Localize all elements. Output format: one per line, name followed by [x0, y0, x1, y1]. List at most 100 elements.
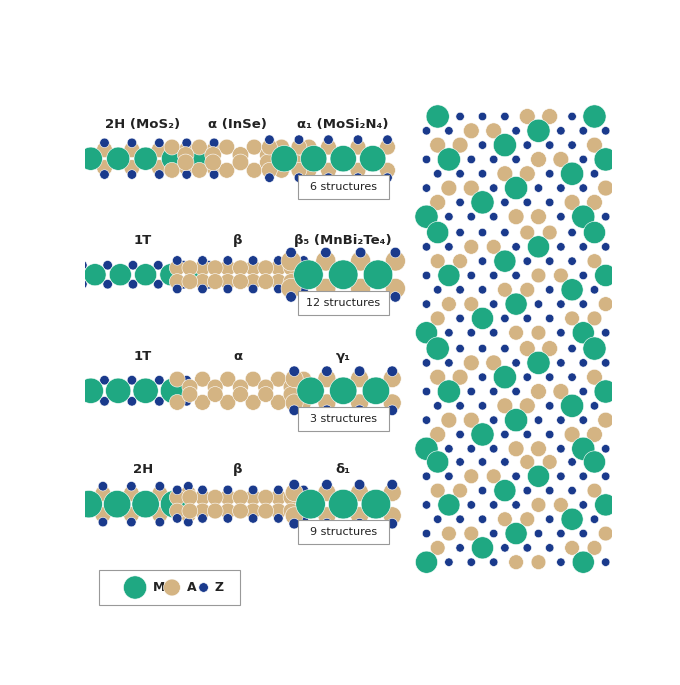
- Circle shape: [534, 184, 543, 192]
- Circle shape: [387, 405, 398, 416]
- Circle shape: [246, 162, 262, 178]
- Circle shape: [296, 260, 311, 276]
- Circle shape: [194, 260, 210, 276]
- Circle shape: [530, 384, 547, 399]
- Circle shape: [160, 490, 188, 518]
- Circle shape: [271, 274, 286, 290]
- Circle shape: [415, 322, 437, 344]
- Circle shape: [179, 160, 194, 175]
- Circle shape: [283, 503, 299, 519]
- Circle shape: [124, 160, 140, 175]
- Circle shape: [557, 359, 565, 367]
- Circle shape: [127, 170, 137, 179]
- Circle shape: [383, 135, 392, 145]
- Circle shape: [561, 508, 583, 530]
- Circle shape: [453, 483, 467, 498]
- Text: Z: Z: [215, 581, 224, 594]
- Circle shape: [387, 479, 398, 490]
- Circle shape: [169, 260, 185, 276]
- Circle shape: [351, 251, 371, 271]
- Circle shape: [322, 366, 332, 377]
- Circle shape: [572, 322, 594, 344]
- Circle shape: [553, 151, 568, 167]
- Circle shape: [498, 282, 512, 297]
- Circle shape: [67, 486, 82, 501]
- Circle shape: [512, 501, 520, 509]
- Circle shape: [384, 484, 401, 501]
- Circle shape: [204, 260, 214, 270]
- Circle shape: [258, 379, 273, 395]
- Circle shape: [598, 526, 613, 541]
- Circle shape: [564, 540, 579, 556]
- Circle shape: [579, 501, 588, 509]
- Circle shape: [262, 162, 277, 178]
- Circle shape: [360, 145, 386, 172]
- Circle shape: [579, 416, 588, 425]
- Text: β: β: [233, 234, 243, 247]
- Circle shape: [294, 260, 323, 290]
- Circle shape: [205, 147, 222, 163]
- FancyBboxPatch shape: [99, 569, 240, 606]
- Circle shape: [299, 485, 309, 495]
- Circle shape: [528, 465, 549, 487]
- FancyBboxPatch shape: [298, 520, 389, 545]
- Circle shape: [384, 370, 401, 388]
- Circle shape: [198, 485, 207, 495]
- Circle shape: [273, 284, 283, 294]
- Circle shape: [286, 394, 303, 412]
- Circle shape: [520, 340, 535, 356]
- Text: 12 structures: 12 structures: [306, 298, 380, 308]
- Circle shape: [155, 517, 165, 527]
- Circle shape: [258, 489, 273, 506]
- Circle shape: [500, 544, 509, 552]
- Circle shape: [464, 469, 479, 484]
- Circle shape: [478, 286, 487, 294]
- Circle shape: [527, 119, 550, 142]
- Circle shape: [452, 137, 468, 153]
- Circle shape: [590, 169, 598, 178]
- Circle shape: [452, 369, 468, 385]
- Circle shape: [354, 366, 365, 377]
- Circle shape: [433, 286, 442, 294]
- Circle shape: [579, 184, 588, 192]
- Circle shape: [467, 155, 475, 164]
- Circle shape: [182, 489, 198, 506]
- Circle shape: [441, 297, 456, 312]
- Circle shape: [531, 497, 546, 512]
- Circle shape: [587, 483, 602, 498]
- Circle shape: [572, 437, 595, 460]
- Circle shape: [445, 359, 453, 367]
- Circle shape: [478, 141, 487, 149]
- Circle shape: [478, 373, 487, 382]
- Circle shape: [467, 558, 475, 566]
- Circle shape: [248, 514, 258, 523]
- Circle shape: [354, 519, 365, 529]
- Circle shape: [512, 127, 520, 135]
- Circle shape: [207, 379, 223, 395]
- Circle shape: [245, 489, 261, 506]
- Circle shape: [70, 517, 79, 527]
- Circle shape: [320, 139, 337, 155]
- Circle shape: [69, 160, 85, 175]
- Circle shape: [67, 507, 82, 523]
- Circle shape: [198, 284, 207, 294]
- Circle shape: [490, 387, 498, 396]
- Circle shape: [245, 274, 261, 290]
- Circle shape: [245, 260, 261, 276]
- Circle shape: [531, 325, 546, 340]
- Circle shape: [271, 260, 286, 276]
- Circle shape: [322, 519, 332, 529]
- Circle shape: [445, 127, 453, 135]
- Circle shape: [78, 279, 87, 289]
- Circle shape: [583, 105, 606, 128]
- Circle shape: [194, 274, 210, 290]
- Circle shape: [95, 507, 111, 523]
- Circle shape: [84, 264, 106, 286]
- Circle shape: [206, 142, 222, 158]
- Circle shape: [463, 180, 479, 196]
- Circle shape: [351, 370, 369, 388]
- Circle shape: [422, 242, 430, 251]
- Circle shape: [543, 225, 557, 240]
- Circle shape: [194, 503, 210, 519]
- Circle shape: [154, 260, 163, 270]
